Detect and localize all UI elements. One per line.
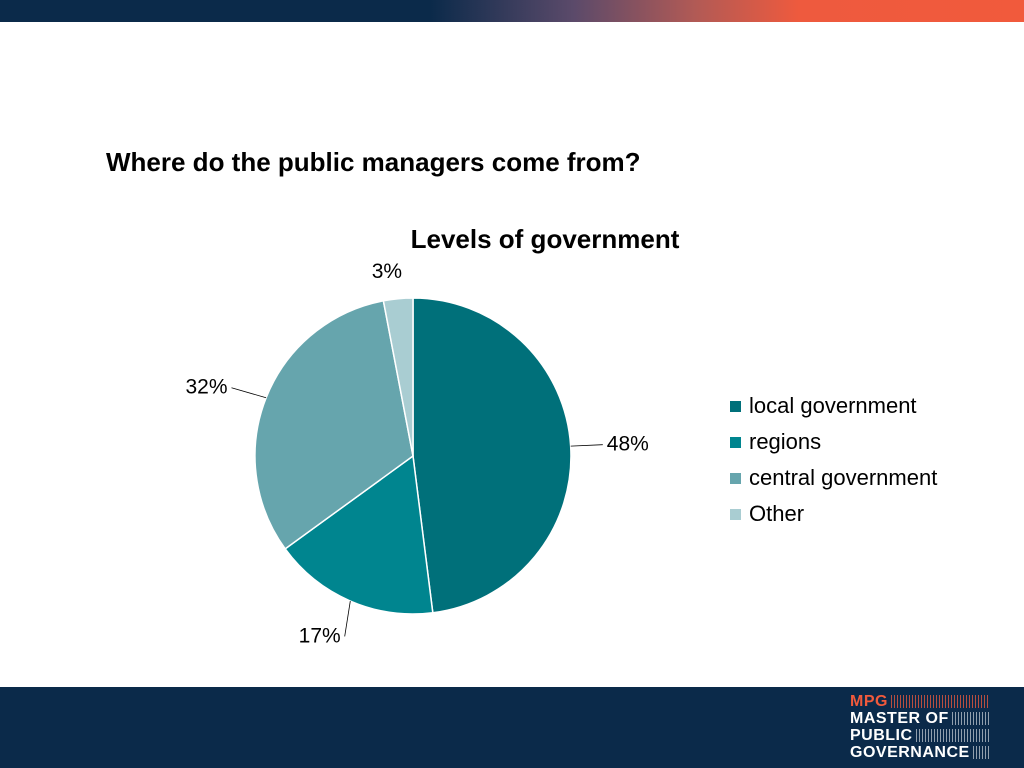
legend-item-local-government: local government	[730, 388, 937, 424]
logo-line: MASTER OF	[850, 710, 990, 727]
logo-text: MASTER OF	[850, 710, 949, 727]
logo-stripes	[951, 712, 990, 725]
slide-title: Where do the public managers come from?	[106, 147, 641, 177]
logo-text: PUBLIC	[850, 727, 913, 744]
legend-label: central government	[749, 465, 938, 490]
logo-line: PUBLIC	[850, 727, 990, 744]
logo-stripes	[915, 729, 990, 742]
legend-item-regions: regions	[730, 424, 937, 460]
legend-label: Other	[749, 501, 805, 526]
pie-slice-central-government	[254, 299, 414, 550]
top-gradient-bar	[0, 0, 1024, 22]
logo-line: GOVERNANCE	[850, 744, 990, 761]
pie-slice-local-government	[412, 297, 572, 614]
mpg-logo: MPG MASTER OF PUBLIC GOVERNANCE	[850, 693, 990, 761]
legend-item-other: Other	[730, 496, 937, 532]
data-label-other: 3%	[372, 260, 402, 283]
logo-stripes	[890, 695, 990, 708]
legend-label: regions	[749, 429, 822, 454]
legend-item-central-government: central government	[730, 460, 937, 496]
pie-slice-other	[382, 297, 414, 457]
data-label-local-government: 48%	[607, 433, 649, 456]
logo-text: MPG	[850, 693, 888, 710]
leader-line	[570, 444, 603, 447]
legend-swatch	[730, 400, 741, 412]
chart-legend: local government regions central governm…	[730, 388, 937, 532]
pie-slices	[254, 297, 572, 615]
leader-line	[231, 387, 267, 399]
chart-title: Levels of government	[411, 224, 680, 254]
pie-labels: 48% 17% 32% 3%	[185, 260, 648, 647]
data-label-regions: 17%	[299, 624, 341, 647]
legend-swatch	[730, 508, 741, 520]
pie-slice-regions	[284, 454, 434, 615]
legend-swatch	[730, 472, 741, 484]
legend-label: local government	[749, 393, 917, 418]
logo-line: MPG	[850, 693, 990, 710]
logo-text: GOVERNANCE	[850, 744, 970, 761]
leader-line	[344, 600, 351, 637]
logo-stripes	[972, 746, 990, 759]
footer-bar	[0, 687, 1024, 768]
legend-swatch	[730, 436, 741, 448]
data-label-central-government: 32%	[185, 376, 227, 399]
